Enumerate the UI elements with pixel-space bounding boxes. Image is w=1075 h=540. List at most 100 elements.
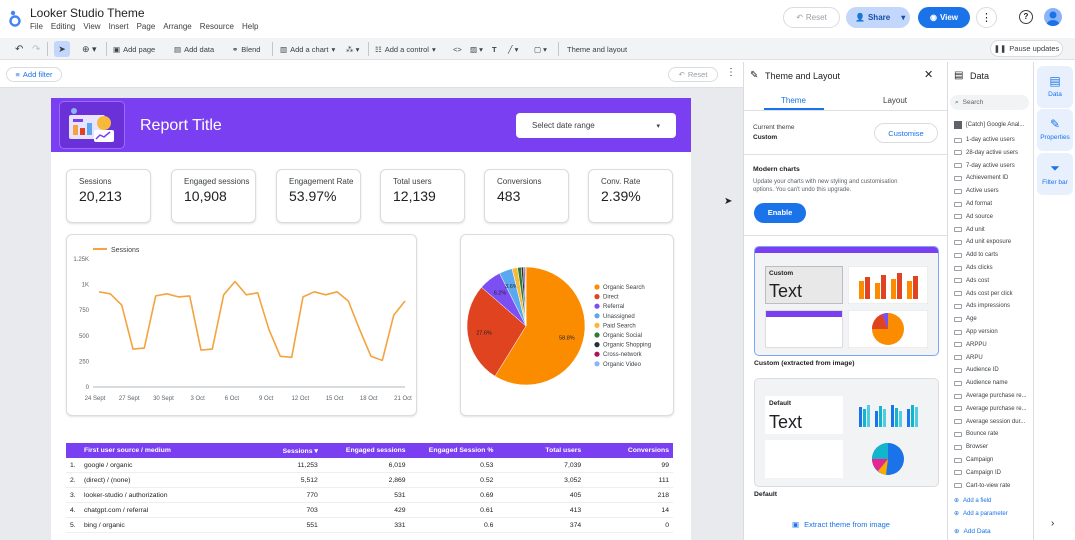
kpi-engagement-rate[interactable]: Engagement Rate 53.97% (276, 169, 361, 223)
add-chart-button[interactable]: ▥ Add a chart ▾ (280, 44, 336, 54)
menu-editing[interactable]: Editing (50, 22, 76, 31)
col-header-source[interactable]: First user source / medium (84, 447, 171, 454)
data-field-item[interactable]: Ads impressions (954, 303, 1010, 309)
close-icon[interactable]: ✕ (924, 69, 934, 81)
data-field-item[interactable]: Browser (954, 444, 988, 450)
embed-code-icon[interactable]: <> (453, 44, 462, 54)
data-field-item[interactable]: App version (954, 329, 998, 335)
filter-more-icon[interactable]: ⋮ (726, 67, 736, 78)
data-field-item[interactable]: Average session dur... (954, 419, 1025, 425)
data-field-item[interactable]: Average purchase re... (954, 406, 1027, 412)
theme-layout-button[interactable]: Theme and layout (567, 44, 628, 54)
more-options-icon[interactable]: ⋮ (976, 7, 997, 28)
data-field-item[interactable]: Campaign (954, 457, 993, 463)
customise-button[interactable]: Customise (874, 123, 938, 143)
col-header-engaged[interactable]: Engaged sessions (345, 447, 406, 454)
tab-layout[interactable]: Layout (883, 96, 908, 105)
data-field-item[interactable]: ARPU (954, 355, 983, 361)
share-button[interactable]: 👤 Share ▾ (846, 7, 910, 28)
report-title[interactable]: Looker Studio Theme (30, 6, 145, 20)
data-field-item[interactable]: Audience name (954, 380, 1008, 386)
col-header-engaged-pct[interactable]: Engaged Session % (428, 447, 494, 454)
table-row[interactable]: 2. (direct) / (none) 5,512 2,869 0.52 3,052 11… (66, 473, 673, 488)
rail-filter-bar-button[interactable]: ⏷ Filter bar (1037, 153, 1073, 195)
table-row[interactable]: 5. bing / organic 551 331 0.6 374 0 (66, 518, 673, 533)
menu-view[interactable]: View (83, 22, 101, 31)
avatar[interactable] (1044, 8, 1062, 26)
table-row[interactable]: 4. chatgpt.com / referral 703 429 0.61 413 14 (66, 503, 673, 518)
menu-page[interactable]: Page (136, 22, 156, 31)
table-row[interactable]: 3. looker-studio / authorization 770 531 0.6… (66, 488, 673, 503)
data-field-item[interactable]: Ads clicks (954, 265, 993, 271)
share-dropdown-icon[interactable]: ▾ (901, 13, 906, 22)
zoom-icon[interactable]: ⊕ ▾ (82, 43, 97, 54)
community-viz-icon[interactable]: ⁂ ▾ (346, 44, 360, 54)
channel-pie-chart[interactable]: 58.8% 27.6% 6.2% 3.6% Organic Search Direct Re… (460, 234, 674, 416)
menu-help[interactable]: Help (241, 22, 259, 31)
data-field-item[interactable]: Ad unit (954, 227, 985, 233)
sessions-line-chart[interactable]: Sessions 0 250 500 750 1K 1.25K 24 Sept 27 Sept 3… (66, 234, 417, 416)
data-field-item[interactable]: Average purchase re... (954, 393, 1027, 399)
add-page-button[interactable]: ▣ Add page (113, 44, 156, 54)
data-field-item[interactable]: Bounce rate (954, 431, 998, 437)
redo-icon[interactable]: ↷ (32, 43, 41, 55)
add-field-button[interactable]: ⊕ Add a field (954, 497, 992, 505)
data-field-item[interactable]: Ad source (954, 214, 993, 220)
reset-button[interactable]: ↶ Reset (783, 7, 840, 28)
data-field-item[interactable]: 1-day active users (954, 137, 1015, 143)
menu-arrange[interactable]: Arrange (163, 22, 192, 31)
data-field-item[interactable]: Campaign ID (954, 470, 1001, 476)
table-row[interactable]: 1. google / organic 11,253 6,019 0.53 7,039 99 (66, 458, 673, 473)
kpi-engaged-sessions[interactable]: Engaged sessions 10,908 (171, 169, 256, 223)
enable-button[interactable]: Enable (754, 203, 806, 223)
report-logo-icon[interactable] (59, 101, 125, 149)
data-field-item[interactable]: Achievement ID (954, 175, 1008, 181)
data-field-item[interactable]: Audience ID (954, 367, 999, 373)
menu-file[interactable]: File (30, 22, 43, 31)
default-theme-card[interactable]: Default Text (754, 378, 939, 487)
add-data-button[interactable]: ▤ Add data (174, 44, 215, 54)
text-icon[interactable]: T (492, 44, 497, 54)
data-source-item[interactable]: [Catch] Google Anal... (954, 121, 1024, 129)
filter-reset-button[interactable]: ↶ Reset (668, 67, 718, 82)
kpi-conv-rate[interactable]: Conv. Rate 2.39% (588, 169, 673, 223)
rail-data-button[interactable]: ▤ Data (1037, 66, 1073, 108)
data-field-item[interactable]: 28-day active users (954, 150, 1018, 156)
data-field-item[interactable]: Ads cost per click (954, 291, 1013, 297)
data-field-item[interactable]: Ads cost (954, 278, 989, 284)
chevron-right-icon[interactable]: › (1051, 518, 1055, 529)
menu-resource[interactable]: Resource (199, 22, 234, 31)
shape-icon[interactable]: ▢ ▾ (534, 44, 547, 54)
rail-properties-button[interactable]: ✎ Properties (1037, 109, 1073, 151)
data-field-item[interactable]: ARPPU (954, 342, 987, 348)
undo-icon[interactable]: ↶ (15, 43, 24, 55)
kpi-total-users[interactable]: Total users 12,139 (380, 169, 465, 223)
select-cursor-icon[interactable]: ➤ (54, 41, 70, 57)
looker-logo-icon[interactable] (8, 9, 22, 27)
kpi-sessions[interactable]: Sessions 20,213 (66, 169, 151, 223)
pause-updates-button[interactable]: ❚❚ Pause updates (990, 40, 1063, 57)
menu-insert[interactable]: Insert (108, 22, 129, 31)
data-field-item[interactable]: 7-day active users (954, 163, 1015, 169)
line-icon[interactable]: ╱ ▾ (508, 44, 519, 54)
col-header-users[interactable]: Total users (545, 447, 582, 454)
add-filter-button[interactable]: ≡ Add filter (6, 67, 62, 82)
extract-theme-button[interactable]: ▣ Extract theme from image (792, 520, 890, 529)
col-header-conversions[interactable]: Conversions (627, 447, 669, 454)
blend-button[interactable]: ⚭ Blend (232, 44, 261, 54)
add-parameter-button[interactable]: ⊕ Add a parameter (954, 510, 1008, 518)
data-field-item[interactable]: Add to carts (954, 252, 998, 258)
help-icon[interactable]: ? (1019, 10, 1033, 24)
kpi-conversions[interactable]: Conversions 483 (484, 169, 569, 223)
col-header-sessions[interactable]: Sessions ▾ (282, 447, 318, 455)
data-field-item[interactable]: Ad format (954, 201, 992, 207)
report-banner-title[interactable]: Report Title (140, 117, 222, 134)
data-field-item[interactable]: Active users (954, 188, 999, 194)
field-search-input[interactable]: ⌕ Search (950, 95, 1029, 110)
custom-theme-card[interactable]: Custom Text (754, 246, 939, 356)
data-field-item[interactable]: Cart-to-view rate (954, 483, 1010, 489)
data-field-item[interactable]: Ad unit exposure (954, 239, 1011, 245)
image-icon[interactable]: ▨ ▾ (470, 44, 483, 54)
tab-theme[interactable]: Theme (781, 96, 806, 105)
view-button[interactable]: ◉ View (918, 7, 970, 28)
